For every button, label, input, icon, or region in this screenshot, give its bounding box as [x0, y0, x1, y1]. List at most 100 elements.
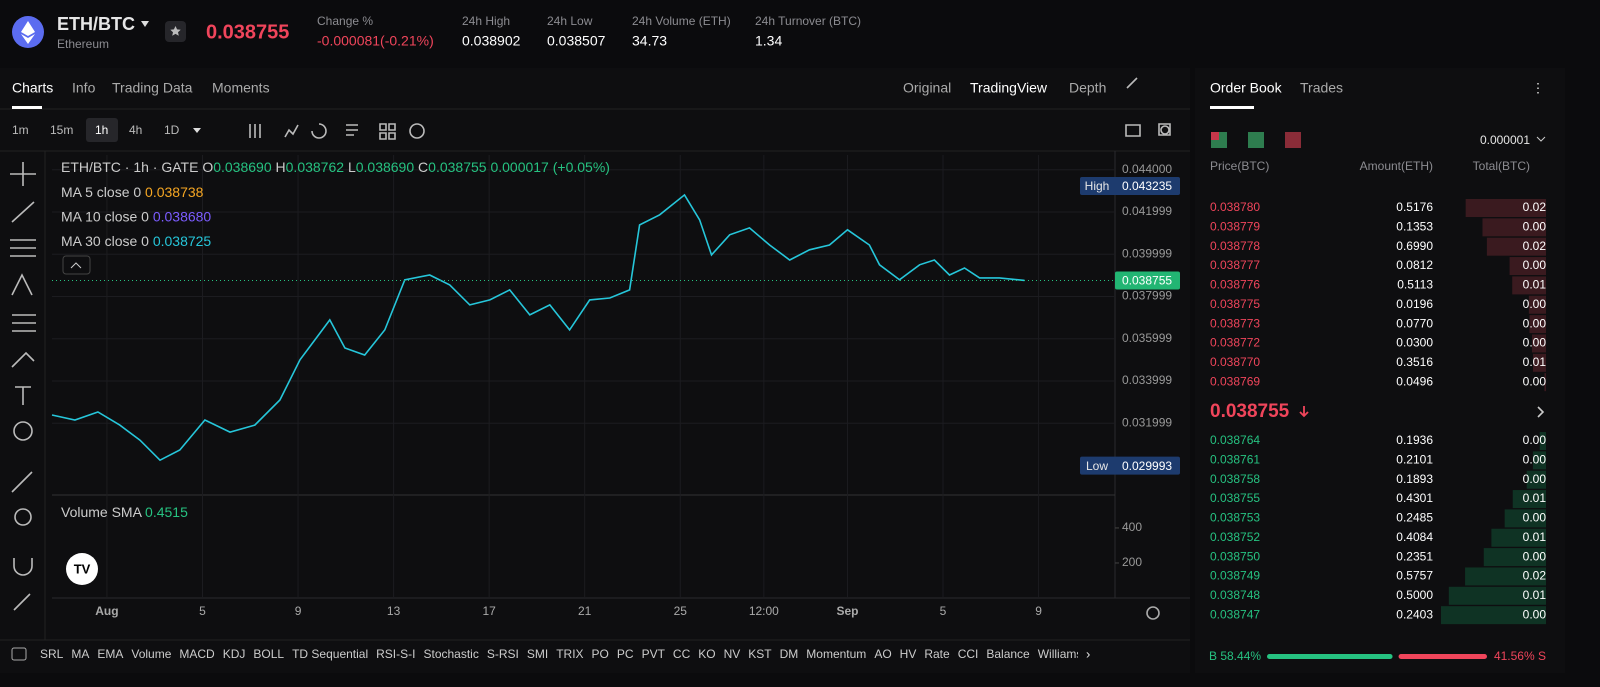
depth-bar — [1491, 528, 1546, 547]
indicator[interactable]: SMI — [527, 647, 548, 661]
precision[interactable]: 0.000001 — [1480, 133, 1530, 147]
indicator[interactable]: CCI — [958, 647, 979, 661]
indicator[interactable]: KDJ — [223, 647, 246, 661]
tab[interactable]: Trading Data — [112, 80, 193, 96]
more-menu[interactable]: ⋮ — [1532, 80, 1545, 95]
indicator[interactable]: KO — [698, 647, 715, 661]
indicator-menu[interactable] — [11, 647, 27, 661]
indicator[interactable]: AO — [874, 647, 891, 661]
ob-tab[interactable]: Order Book — [1210, 80, 1283, 96]
high-value: 0.043235 — [1122, 179, 1172, 193]
indicator[interactable]: CC — [673, 647, 691, 661]
indicator[interactable]: PVT — [642, 647, 666, 661]
indicator[interactable]: Stochastic — [423, 647, 478, 661]
x-tick-label: 5 — [940, 604, 947, 618]
total: 0.01 — [1523, 491, 1547, 505]
stat-value: 34.73 — [632, 33, 667, 49]
price: 0.038752 — [1210, 530, 1260, 544]
amount: 0.0196 — [1396, 297, 1433, 311]
last-price-value: 0.038755 — [1122, 274, 1172, 288]
total: 0.01 — [1523, 588, 1547, 602]
depth-bar — [1512, 276, 1546, 295]
scroll-right[interactable]: › — [1086, 646, 1090, 661]
tab[interactable]: Charts — [12, 80, 53, 96]
view-bids[interactable] — [1248, 132, 1264, 148]
dropdown[interactable] — [141, 21, 149, 27]
indicator[interactable]: TRIX — [556, 647, 583, 661]
dropdown[interactable] — [1536, 136, 1546, 142]
ma-legend: MA 10 close 0 0.038680 — [61, 208, 211, 224]
chevron[interactable] — [1537, 406, 1545, 418]
indicator[interactable]: S-RSI — [487, 647, 519, 661]
indicator[interactable]: Volume — [131, 647, 171, 661]
indicator[interactable]: KST — [748, 647, 772, 661]
indicator[interactable]: TD Sequential — [292, 647, 368, 661]
ma-legend: MA 5 close 0 0.038738 — [61, 184, 204, 200]
ma-legend: MA 30 close 0 0.038725 — [61, 233, 211, 249]
x-tick-label: 25 — [674, 604, 688, 618]
toolbar-icons[interactable] — [10, 77, 1171, 611]
x-tick-label: 17 — [482, 604, 496, 618]
indicator[interactable]: RSI-S-I — [376, 647, 415, 661]
tab[interactable]: Moments — [212, 80, 270, 96]
indicator[interactable]: Momentum — [806, 647, 866, 661]
indicator[interactable]: Rate — [924, 647, 950, 661]
depth-bar — [1526, 470, 1546, 489]
pair-name: Ethereum — [57, 37, 109, 51]
total: 0.00 — [1523, 374, 1547, 388]
pair: ETH/BTC — [57, 14, 135, 34]
dropdown[interactable] — [193, 128, 201, 133]
price: 0.038758 — [1210, 472, 1260, 486]
settings-icon[interactable] — [1146, 606, 1160, 620]
ohlc-key: C — [418, 159, 428, 175]
indicator[interactable]: MA — [71, 647, 89, 661]
price: 0.038773 — [1210, 316, 1260, 330]
indicator[interactable]: MACD — [179, 647, 215, 661]
interval[interactable]: 15m — [50, 123, 73, 137]
indicator[interactable]: Balance — [986, 647, 1030, 661]
indicator[interactable]: NV — [724, 647, 741, 661]
depth-bar — [1531, 334, 1546, 353]
ob-tab[interactable]: Trades — [1300, 80, 1343, 96]
view-tab[interactable]: Original — [903, 80, 951, 96]
interval[interactable]: 1h — [95, 123, 108, 137]
view-asks[interactable] — [1285, 132, 1301, 148]
total: 0.00 — [1523, 336, 1547, 350]
amount: 0.5113 — [1397, 278, 1433, 292]
interval[interactable]: 1m — [12, 123, 29, 137]
indicator[interactable]: DM — [780, 647, 799, 661]
indicator[interactable]: SRL — [40, 647, 64, 661]
interval[interactable]: 1D — [164, 123, 180, 137]
volume-tick-label: 200 — [1122, 555, 1142, 569]
chart-panel — [0, 68, 1190, 673]
total: 0.00 — [1523, 258, 1547, 272]
column-header: Price(BTC) — [1210, 159, 1269, 173]
stat-label: Change % — [317, 14, 373, 28]
last-price: 0.038755 — [206, 21, 289, 43]
x-tick-label: Sep — [836, 604, 858, 618]
view-tab[interactable]: TradingView — [970, 80, 1048, 96]
interval[interactable]: 4h — [129, 123, 142, 137]
total: 0.00 — [1523, 433, 1547, 447]
depth-bar — [1512, 490, 1546, 509]
volume-title: Volume SMA — [61, 504, 143, 520]
indicator[interactable]: BOLL — [253, 647, 284, 661]
indicator[interactable]: HV — [900, 647, 917, 661]
price: 0.038777 — [1210, 258, 1260, 272]
price: 0.038776 — [1210, 278, 1260, 292]
amount: 0.0496 — [1396, 374, 1433, 388]
view-tab[interactable]: Depth — [1069, 80, 1106, 96]
total: 0.00 — [1523, 453, 1547, 467]
indicator[interactable]: EMA — [97, 647, 123, 661]
tab[interactable]: Info — [72, 80, 96, 96]
indicator[interactable]: PC — [617, 647, 634, 661]
depth-bar — [1441, 606, 1546, 625]
collapse-button[interactable] — [62, 255, 91, 275]
depth-bar — [1486, 237, 1546, 256]
indicator[interactable]: PO — [592, 647, 609, 661]
depth-bar — [1509, 257, 1546, 276]
indicator[interactable]: Williams — [1038, 647, 1083, 661]
amount: 0.6990 — [1396, 239, 1433, 253]
amount: 0.4084 — [1396, 530, 1433, 544]
amount: 0.1353 — [1396, 220, 1433, 234]
